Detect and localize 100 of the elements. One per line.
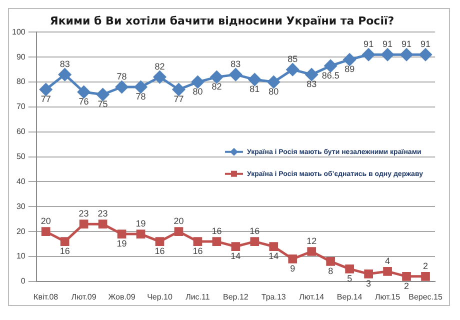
point (288, 254, 298, 264)
y-tick-label: 80 (16, 77, 26, 86)
point (212, 237, 222, 246)
x-tick-label: Лют.15 (375, 292, 401, 302)
point (79, 220, 88, 229)
point (419, 48, 432, 61)
y-tick-label: 60 (16, 127, 26, 136)
data-label: 16 (60, 246, 70, 256)
y-tick-label: 0 (20, 276, 26, 286)
x-tick-label: Лис.11 (186, 292, 210, 302)
data-label: 16 (154, 246, 165, 256)
data-label: 81 (250, 84, 260, 94)
data-label: 16 (250, 226, 260, 236)
x-tick-label: Чер.10 (147, 292, 173, 302)
y-tick-label: 30 (16, 202, 26, 211)
data-label: 12 (306, 236, 317, 246)
point (193, 237, 202, 246)
y-tick-label: 100 (12, 27, 26, 36)
data-label: 83 (306, 79, 317, 90)
point (307, 247, 316, 256)
data-label: 91 (402, 39, 412, 50)
point (381, 48, 394, 61)
point (305, 68, 318, 81)
y-tick-label: 90 (16, 52, 26, 62)
point (248, 73, 261, 86)
point (98, 220, 108, 229)
point (250, 237, 260, 246)
point (402, 272, 411, 281)
data-label: 23 (78, 208, 89, 219)
point (362, 48, 375, 61)
data-label: 9 (290, 263, 296, 274)
data-label: 14 (230, 250, 241, 261)
point (41, 227, 50, 236)
data-label: 82 (212, 82, 222, 92)
data-label: 20 (174, 216, 184, 226)
data-label: 77 (174, 94, 184, 104)
y-tick-label: 50 (16, 152, 26, 162)
point (267, 76, 280, 88)
data-label: 89 (344, 64, 355, 74)
data-label: 19 (136, 218, 146, 229)
x-tick-label: Вер.12 (222, 292, 249, 302)
data-label: 23 (98, 208, 108, 219)
point (364, 269, 373, 278)
point (60, 237, 70, 246)
x-tick-label: Жов.09 (108, 292, 136, 302)
data-label: 80 (192, 86, 203, 97)
point (324, 60, 337, 72)
point (40, 83, 52, 96)
point (400, 48, 413, 61)
point (78, 86, 90, 98)
point (116, 80, 128, 94)
point (229, 68, 242, 81)
data-label: 5 (347, 273, 352, 284)
data-label: 76 (78, 96, 89, 106)
point (269, 242, 278, 251)
y-tick-label: 70 (16, 102, 26, 112)
data-label: 91 (420, 39, 431, 50)
point (286, 63, 299, 76)
data-label: 16 (212, 226, 222, 236)
point (383, 267, 392, 276)
data-label: 4 (385, 256, 390, 266)
data-label: 86.5 (322, 70, 340, 80)
point (343, 53, 356, 66)
data-label: 19 (116, 238, 127, 249)
data-label: 16 (192, 246, 203, 256)
x-tick-label: Тра.13 (261, 292, 286, 302)
data-label: 78 (116, 72, 127, 82)
data-label: 20 (40, 216, 51, 226)
data-label: 83 (230, 59, 241, 70)
point (136, 230, 146, 238)
data-label: 91 (382, 39, 393, 50)
point (421, 272, 430, 281)
y-tick-label: 10 (16, 252, 26, 261)
chart-title: Якими б Ви хотіли бачити відносини України та Росії? (50, 14, 394, 28)
data-label: 14 (268, 250, 279, 261)
x-tick-label: Верес.15 (408, 292, 443, 302)
point (172, 83, 185, 96)
point (134, 80, 148, 94)
data-label: 77 (40, 94, 51, 104)
data-label: 82 (154, 62, 165, 72)
data-label: 2 (423, 260, 428, 271)
point (174, 227, 184, 236)
x-tick-label: Лют.14 (299, 292, 325, 302)
data-label: 8 (328, 266, 334, 276)
x-tick-label: Лют.09 (71, 292, 97, 302)
x-tick-label: Квіт.08 (34, 292, 59, 302)
y-tick-label: 40 (16, 176, 26, 186)
data-label: 91 (364, 39, 374, 50)
point (345, 264, 354, 274)
data-label: 75 (98, 98, 108, 109)
point (117, 230, 126, 238)
data-label: 85 (288, 54, 298, 64)
point (155, 237, 164, 246)
y-tick-label: 20 (16, 226, 26, 236)
x-tick-label: Вер.14 (336, 292, 363, 302)
point (58, 68, 72, 81)
data-label: 2 (404, 280, 410, 291)
data-label: 80 (268, 86, 279, 97)
point (326, 257, 336, 266)
point (231, 242, 240, 251)
